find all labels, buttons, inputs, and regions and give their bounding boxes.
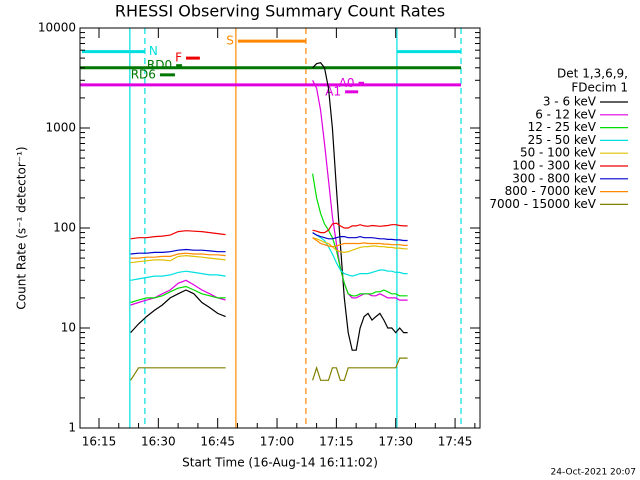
legend-title: FDecim 1 <box>571 81 628 95</box>
legend-label: 25 - 50 keV <box>528 133 597 147</box>
flag-label: N <box>149 44 158 58</box>
chart-title: RHESSI Observing Summary Count Rates <box>115 2 445 21</box>
flag-label: F <box>175 51 182 65</box>
flag-label: RD0 <box>147 58 172 72</box>
legend-title: Det 1,3,6,9, <box>557 67 628 81</box>
footer: 24-Oct-2021 20:07 <box>551 468 636 478</box>
x-tick-label: 16:45 <box>200 435 235 449</box>
series-line <box>130 232 408 281</box>
x-tick-label: 17:15 <box>319 435 354 449</box>
legend-label: 12 - 25 keV <box>528 120 597 134</box>
x-tick-label: 17:30 <box>378 435 413 449</box>
flag-label: A0 <box>339 76 355 90</box>
series-line <box>130 237 408 264</box>
series-line <box>130 357 408 381</box>
legend-label: 300 - 800 keV <box>512 171 596 185</box>
x-axis-label: Start Time (16-Aug-14 16:11:02) <box>182 456 378 470</box>
y-tick-label: 100 <box>53 221 76 235</box>
x-tick-label: 16:30 <box>141 435 176 449</box>
x-tick-label: 16:15 <box>82 435 117 449</box>
legend-label: 50 - 100 keV <box>520 146 597 160</box>
legend-label: 100 - 300 keV <box>512 159 596 173</box>
series-line <box>130 80 408 306</box>
series-line <box>130 237 408 259</box>
legend-label: 800 - 7000 keV <box>505 184 597 198</box>
flag-label: S <box>226 34 234 48</box>
series-line <box>130 222 408 240</box>
legend-label: 6 - 12 keV <box>535 107 597 121</box>
y-tick-label: 1000 <box>45 121 76 135</box>
legend-label: 7000 - 15000 keV <box>489 197 596 211</box>
y-tick-label: 1 <box>68 421 76 435</box>
series-line <box>130 62 408 351</box>
x-tick-label: 17:45 <box>438 435 473 449</box>
x-tick-label: 17:00 <box>260 435 295 449</box>
legend-label: 3 - 6 keV <box>543 95 597 109</box>
series-line <box>130 232 408 255</box>
y-tick-label: 10000 <box>38 21 76 35</box>
flag-label: RD6 <box>131 67 156 81</box>
y-tick-label: 10 <box>61 321 76 335</box>
y-axis-label: Count Rate (s⁻¹ detector⁻¹) <box>15 146 29 309</box>
